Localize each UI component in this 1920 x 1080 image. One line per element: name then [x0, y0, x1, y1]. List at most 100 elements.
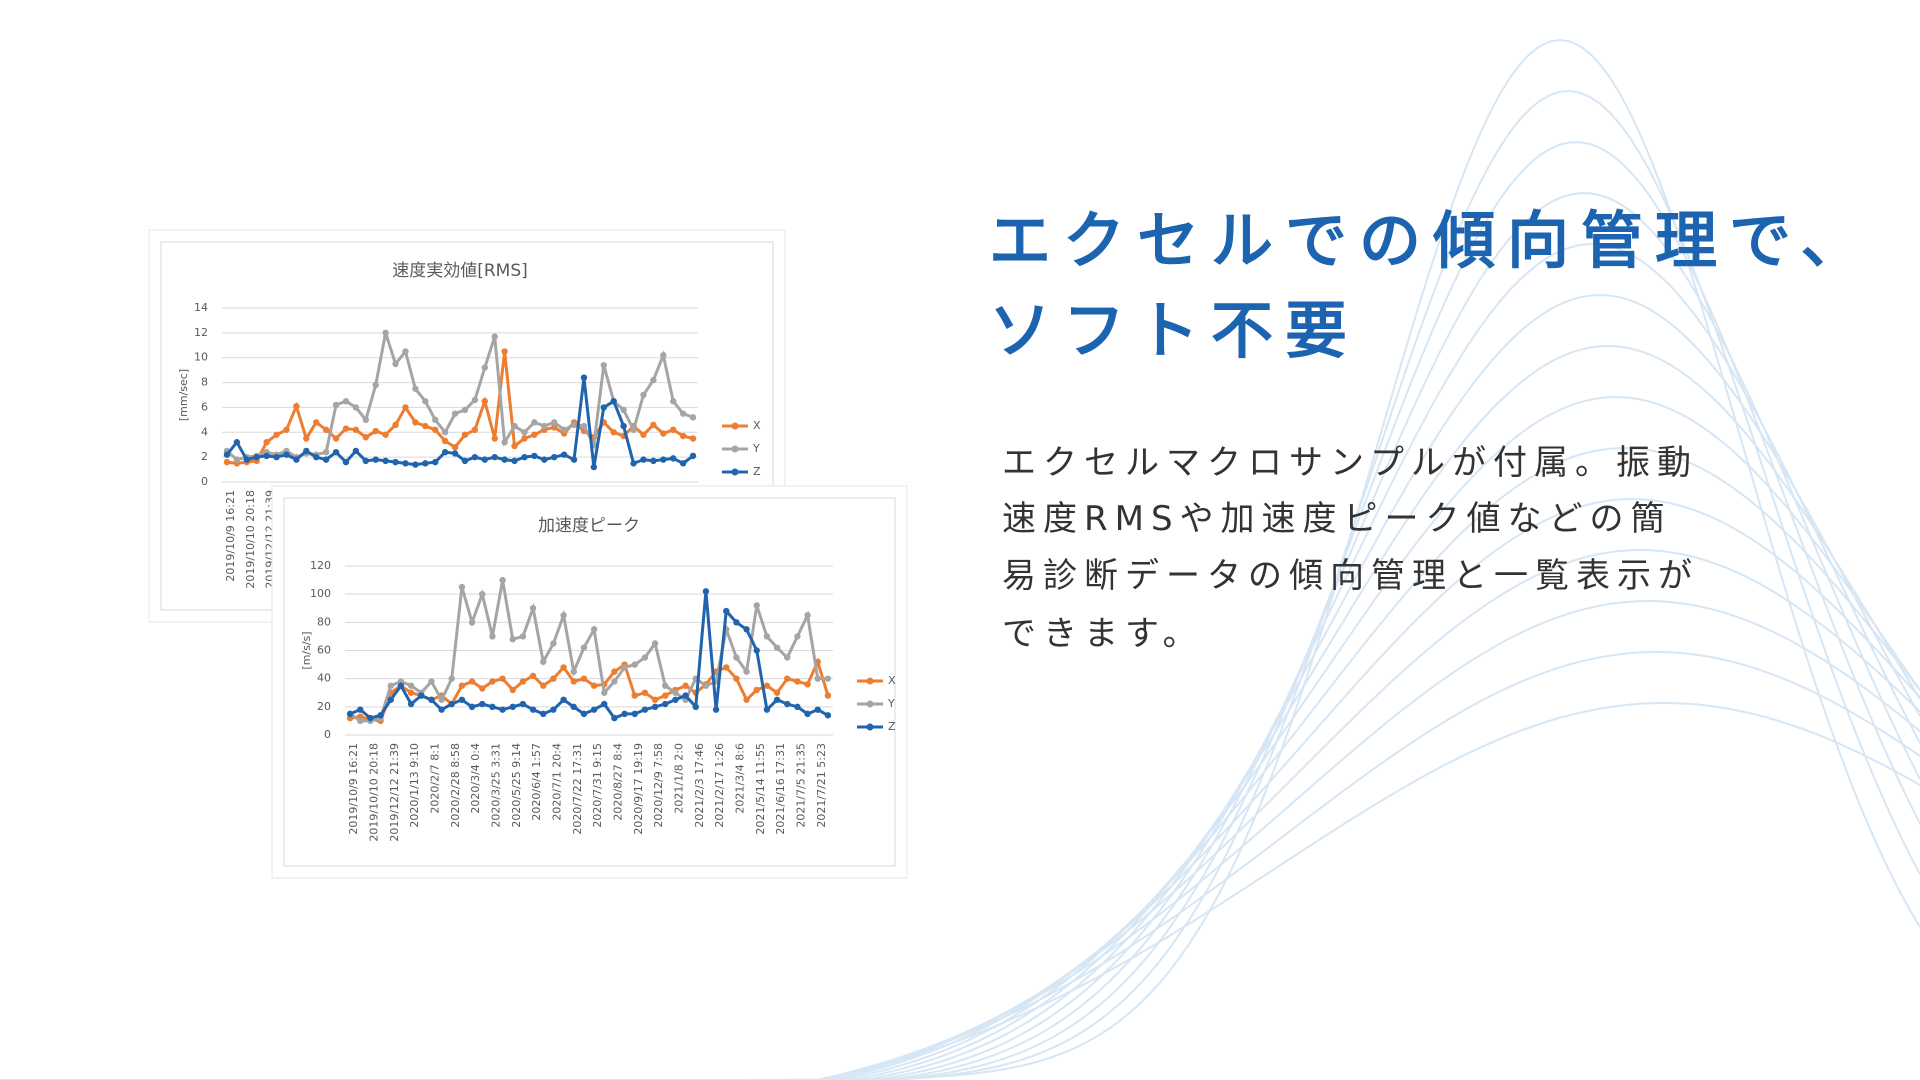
- data-point: [570, 421, 578, 429]
- x-tick-label: 2020/2/7 8:1: [428, 743, 441, 814]
- wave-line: [855, 293, 1920, 1080]
- x-tick-label: 2021/7/21 5:23: [815, 743, 828, 828]
- data-point: [451, 444, 459, 451]
- x-tick-label: 2020/5/25 9:14: [510, 743, 523, 828]
- data-point: [412, 461, 419, 468]
- data-point: [679, 460, 687, 467]
- data-point: [387, 696, 394, 703]
- data-point: [509, 703, 516, 711]
- data-point: [773, 689, 781, 696]
- y-tick-label: 100: [310, 587, 331, 600]
- wave-line: [879, 141, 1920, 1080]
- data-point: [620, 406, 627, 414]
- data-point: [763, 706, 771, 713]
- data-point: [432, 426, 439, 433]
- data-point: [392, 421, 399, 429]
- data-point: [590, 682, 598, 689]
- data-point: [468, 619, 476, 626]
- data-point: [501, 439, 508, 446]
- x-tick-label: 2020/8/27 8:4: [611, 743, 624, 821]
- data-point: [422, 398, 429, 405]
- y-tick-label: 0: [324, 728, 331, 741]
- data-point: [590, 463, 598, 471]
- data-point: [743, 668, 750, 675]
- data-point: [570, 703, 577, 711]
- legend-label: Y: [887, 697, 895, 710]
- data-point: [342, 398, 350, 405]
- data-point: [479, 590, 486, 598]
- wave-line: [875, 192, 1920, 1080]
- data-point: [283, 426, 290, 433]
- data-point: [501, 456, 508, 463]
- data-point: [814, 675, 821, 682]
- data-point: [531, 419, 538, 426]
- wave-line: [0, 38, 1920, 1080]
- data-point: [551, 419, 558, 426]
- data-point: [580, 644, 588, 651]
- legend-label: Z: [888, 720, 896, 733]
- wave-line: [834, 396, 1920, 1080]
- data-point: [407, 682, 415, 689]
- data-point: [273, 431, 280, 438]
- data-point: [660, 456, 667, 463]
- wave-line: [864, 89, 1920, 1080]
- data-point: [491, 453, 498, 461]
- data-point: [382, 457, 389, 465]
- x-tick-label: 2021/5/14 11:55: [754, 743, 767, 835]
- y-tick-label: 8: [201, 376, 208, 389]
- data-point: [794, 678, 801, 685]
- data-point: [342, 425, 350, 432]
- data-point: [641, 706, 649, 713]
- data-point: [541, 456, 548, 463]
- body-line: できます。: [1002, 614, 1204, 654]
- data-point: [521, 453, 528, 461]
- data-point: [372, 381, 379, 389]
- data-point: [814, 706, 821, 713]
- data-point: [441, 437, 449, 445]
- data-point: [489, 633, 496, 640]
- data-point: [418, 692, 425, 699]
- data-point: [412, 385, 419, 392]
- y-tick-label: 40: [317, 672, 331, 685]
- x-tick-label: 2019/10/9 16:21: [347, 743, 360, 835]
- data-point: [580, 675, 588, 682]
- legend-marker: [866, 723, 874, 731]
- y-tick-label: 20: [317, 700, 331, 713]
- data-point: [357, 717, 364, 725]
- data-point: [560, 696, 567, 703]
- data-point: [468, 703, 476, 711]
- data-point: [283, 451, 290, 458]
- data-point: [428, 696, 435, 703]
- data-point: [357, 706, 364, 713]
- data-point: [332, 448, 340, 456]
- data-point: [773, 644, 781, 651]
- data-point: [550, 675, 557, 682]
- data-point: [611, 668, 618, 675]
- data-point: [702, 682, 710, 689]
- data-point: [468, 678, 476, 685]
- data-point: [773, 696, 781, 703]
- data-point: [550, 640, 557, 647]
- data-point: [521, 435, 528, 442]
- data-point: [481, 398, 488, 405]
- data-point: [631, 692, 638, 699]
- data-point: [367, 714, 374, 722]
- data-point: [471, 453, 479, 461]
- data-point: [540, 710, 547, 718]
- data-point: [733, 619, 740, 626]
- data-point: [640, 431, 647, 438]
- data-point: [407, 700, 415, 708]
- data-point: [458, 583, 466, 591]
- x-tick-label: 2020/12/9 7:58: [652, 743, 665, 828]
- data-point: [479, 685, 486, 692]
- data-point: [753, 602, 760, 609]
- data-point: [590, 706, 598, 713]
- legend-label: X: [888, 674, 896, 687]
- chart-card: 加速度ピーク [m/s/s] 0 20 40 60 80 100 120 2019/10/9 16…: [271, 485, 908, 879]
- data-point: [640, 456, 647, 463]
- data-point: [531, 452, 538, 460]
- data-point: [641, 689, 649, 696]
- data-point: [670, 398, 677, 405]
- data-point: [313, 453, 320, 461]
- data-point: [501, 348, 508, 355]
